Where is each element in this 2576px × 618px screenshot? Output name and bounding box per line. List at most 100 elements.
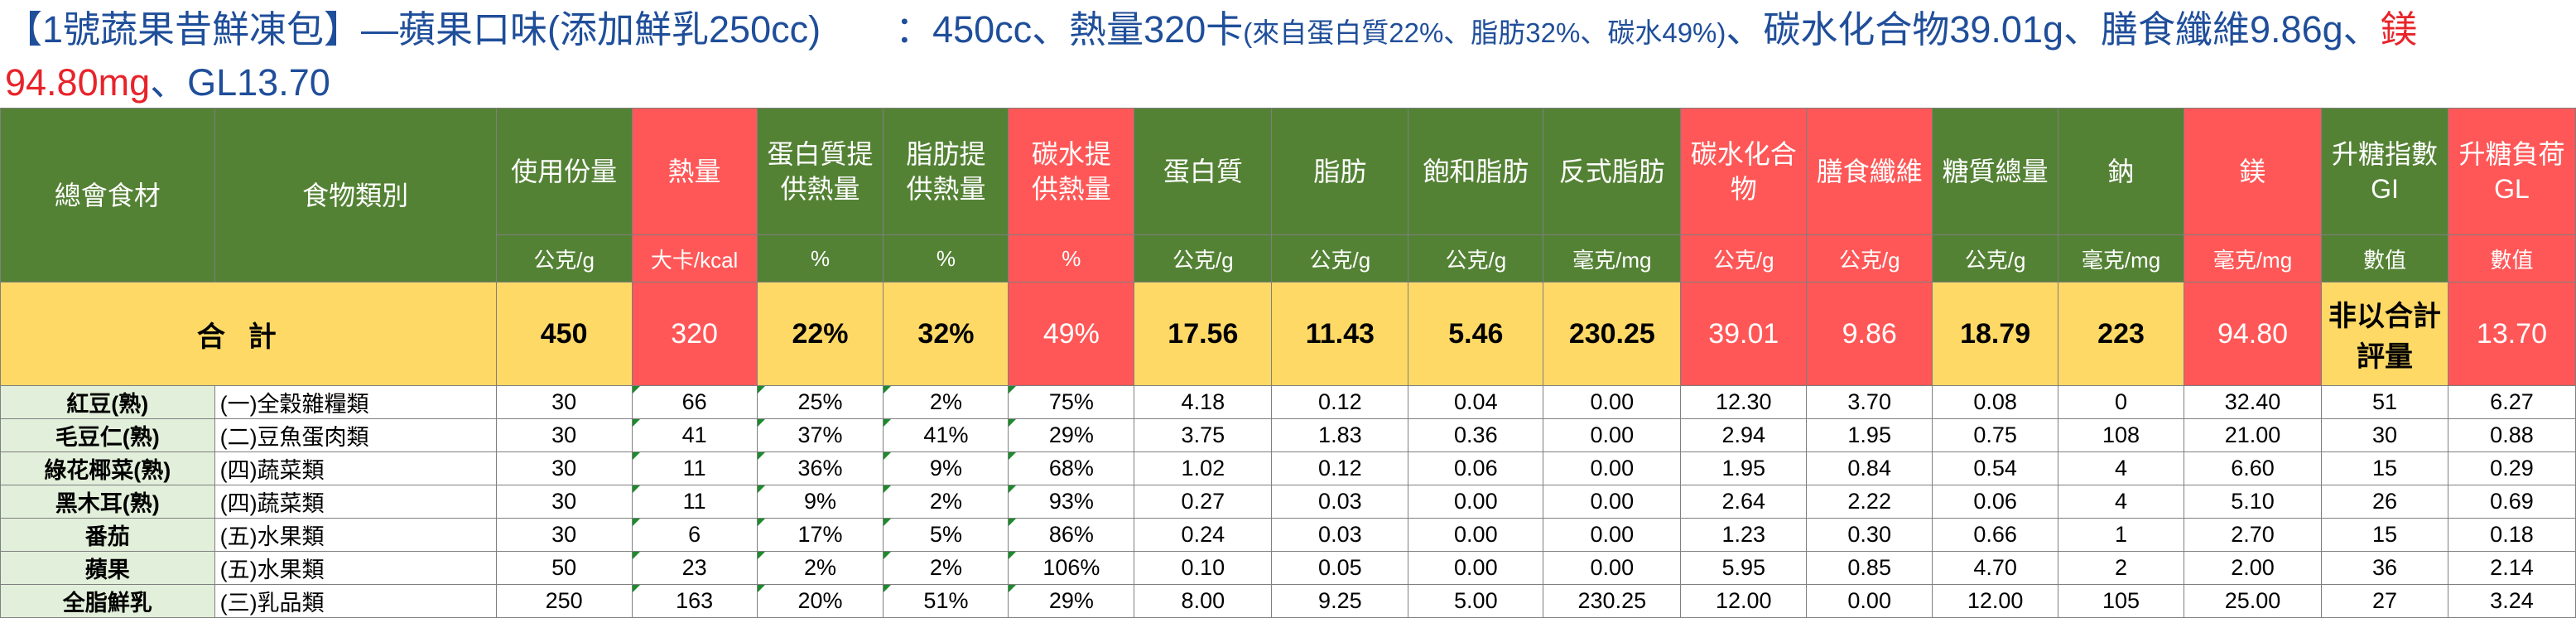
value-cell: 0.29 [2447,451,2576,485]
value-cell: 0.88 [2447,418,2576,452]
value-cell: 2% [883,485,1009,519]
value-cell: 0.00 [1806,584,1933,618]
value-cell: 29% [1008,418,1135,452]
header-line: 脂肪提 [906,139,986,169]
value-cell: 26 [2321,485,2448,519]
value-cell: 15 [2321,518,2448,552]
total-value: 17.56 [1134,282,1273,386]
value-cell: 0.24 [1134,518,1273,552]
food-category: (五)水果類 [214,551,497,585]
value-cell: 9% [883,451,1009,485]
value-cell: 250 [495,584,633,618]
value-cell: 36 [2321,551,2448,585]
header-line: GI [2371,174,2399,204]
value-cell: 2% [883,385,1009,419]
total-value: 9.86 [1806,282,1933,386]
value-cell: 21.00 [2184,418,2322,452]
table-row: 蘋果 (五)水果類 50 23 2% 2% 106% 0.10 0.05 0.00 0.00 5.95… [0,551,2576,585]
value-cell: 0.05 [1271,551,1409,585]
value-cell: 2.00 [2184,551,2322,585]
value-cell: 5.10 [2184,485,2322,519]
total-value: 49% [1008,282,1135,386]
column-header: 蛋白質提 供熱量 [756,108,884,235]
food-name: 黑木耳(熟) [0,485,215,519]
value-cell: 51% [883,584,1009,618]
value-cell: 0.04 [1408,385,1544,419]
value-cell: 2.64 [1680,485,1808,519]
value-cell: 41 [631,418,758,452]
value-cell: 6.60 [2184,451,2322,485]
value-cell: 4 [2058,451,2184,485]
total-value: 18.79 [1932,282,2059,386]
value-cell: 230.25 [1543,584,1682,618]
column-header: 脂肪提 供熱量 [883,108,1009,235]
header-line: 物 [1730,174,1757,204]
unit-cell: 公克/g [1408,234,1544,282]
value-cell: 25.00 [2184,584,2322,618]
value-cell: 0.00 [1543,485,1682,519]
header-line: 碳水提 [1031,139,1111,169]
value-cell: 17% [756,518,884,552]
unit-cell: 公克/g [1271,234,1409,282]
total-value: 11.43 [1271,282,1409,386]
value-cell: 0.00 [1543,418,1682,452]
value-cell: 25% [756,385,884,419]
header-row: 總會食材 食物類別 使用份量 熱量 蛋白質提 供熱量 脂肪提 供熱量 碳水提 供熱量 蛋白質 脂肪 飽和… [0,108,2576,282]
value-cell: 0.03 [1271,485,1409,519]
table-row: 紅豆(熟) (一)全穀雜糧類 30 66 25% 2% 75% 4.18 0.12 0.04 0.0… [0,385,2576,419]
value-cell: 1.83 [1271,418,1409,452]
value-cell: 0.00 [1408,551,1544,585]
value-cell: 9% [756,485,884,519]
title-gl: 、GL13.70 [150,61,330,104]
value-cell: 6.27 [2447,385,2576,419]
value-cell: 0.54 [1932,451,2059,485]
unit-cell: 數值 [2447,234,2576,282]
total-value: 非以合計評量 [2321,282,2448,386]
column-header: 使用份量 [495,108,633,235]
value-cell: 3.70 [1806,385,1933,419]
value-cell: 29% [1008,584,1135,618]
unit-cell: 公克/g [1932,234,2059,282]
value-cell: 1.95 [1806,418,1933,452]
value-cell: 12.00 [1680,584,1808,618]
value-cell: 0.75 [1932,418,2059,452]
value-cell: 108 [2058,418,2184,452]
value-cell: 93% [1008,485,1135,519]
column-header: 食物類別 [214,108,497,282]
unit-cell: 毫克/mg [2184,234,2322,282]
value-cell: 20% [756,584,884,618]
value-cell: 0.84 [1806,451,1933,485]
table-row: 全脂鮮乳 (三)乳品類 250 163 20% 51% 29% 8.00 9.25 5.00 230… [0,584,2576,618]
value-cell: 3.75 [1134,418,1273,452]
value-cell: 30 [495,485,633,519]
value-cell: 30 [495,385,633,419]
value-cell: 0.12 [1271,451,1409,485]
value-cell: 0.18 [2447,518,2576,552]
total-value: 230.25 [1543,282,1682,386]
value-cell: 0.12 [1271,385,1409,419]
value-cell: 86% [1008,518,1135,552]
unit-cell: 數值 [2321,234,2448,282]
value-cell: 3.24 [2447,584,2576,618]
header-line: 蛋白質提 [767,139,874,169]
value-cell: 30 [2321,418,2448,452]
title-energy-source: (來自蛋白質22%、脂肪32%、碳水49%) [1243,17,1726,48]
value-cell: 15 [2321,451,2448,485]
column-header: 升糖負荷 GL [2447,108,2576,235]
unit-cell: 公克/g [1680,234,1808,282]
food-name: 綠花椰菜(熟) [0,451,215,485]
value-cell: 27 [2321,584,2448,618]
value-cell: 0.30 [1806,518,1933,552]
value-cell: 75% [1008,385,1135,419]
value-cell: 105 [2058,584,2184,618]
value-cell: 50 [495,551,633,585]
header-line: 碳水化合 [1690,139,1797,169]
table-row: 毛豆仁(熟) (二)豆魚蛋肉類 30 41 37% 41% 29% 3.75 1.83 0.36 0… [0,418,2576,452]
value-cell: 5.00 [1408,584,1544,618]
value-cell: 5.95 [1680,551,1808,585]
value-cell: 12.00 [1932,584,2059,618]
value-cell: 0.85 [1806,551,1933,585]
food-category: (五)水果類 [214,518,497,552]
value-cell: 0.69 [2447,485,2576,519]
total-value: 450 [495,282,633,386]
